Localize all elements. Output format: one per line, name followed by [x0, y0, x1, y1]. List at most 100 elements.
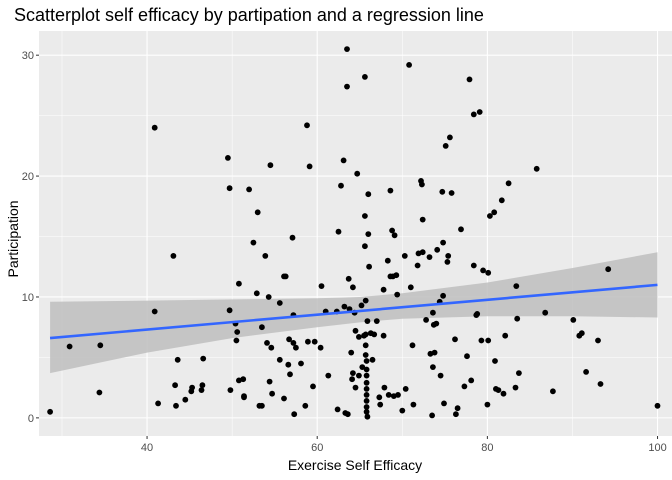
data-point [269, 390, 275, 397]
data-point [419, 249, 426, 256]
data-point [430, 364, 436, 370]
data-point [513, 283, 520, 289]
data-point [354, 170, 361, 177]
data-points [47, 46, 661, 420]
data-point [173, 402, 179, 409]
data-point [419, 216, 426, 223]
data-point [268, 344, 275, 351]
x-axis-title: Exercise Self Efficacy [288, 457, 422, 473]
data-point [410, 401, 417, 408]
data-point [597, 381, 604, 387]
data-point [476, 109, 483, 115]
data-point [654, 402, 661, 409]
data-point [356, 372, 362, 379]
data-point [387, 187, 394, 194]
data-point [468, 377, 475, 384]
data-point [480, 267, 486, 274]
data-point [491, 209, 498, 216]
data-point [335, 228, 342, 235]
data-point [325, 372, 332, 379]
data-point [362, 243, 368, 250]
data-point [363, 372, 370, 379]
data-point [352, 327, 359, 334]
data-point [381, 384, 388, 391]
data-point [362, 352, 369, 358]
data-point [583, 369, 589, 375]
data-point [369, 356, 376, 363]
data-point [414, 262, 421, 269]
data-point [441, 400, 447, 407]
data-point [578, 330, 585, 337]
data-point [495, 387, 502, 393]
data-point [362, 213, 368, 219]
data-point [458, 226, 464, 233]
data-point [290, 340, 297, 346]
data-point [426, 254, 433, 260]
data-point [419, 181, 425, 188]
data-point [365, 231, 372, 238]
data-point [298, 360, 304, 367]
data-point [363, 408, 370, 415]
data-point [505, 180, 512, 187]
data-point [363, 398, 370, 404]
data-point [311, 338, 318, 345]
data-point [341, 303, 348, 310]
data-point [498, 197, 505, 204]
x-tick-label: 80 [481, 442, 493, 454]
data-point [389, 227, 395, 234]
data-point [362, 331, 369, 338]
data-point [310, 383, 316, 390]
data-point [358, 302, 365, 309]
data-point [364, 318, 371, 324]
data-point [439, 188, 446, 195]
panel-background [39, 31, 672, 436]
data-point [376, 394, 383, 401]
data-point [485, 269, 492, 276]
data-point [393, 272, 400, 279]
data-point [198, 387, 205, 393]
data-point [155, 400, 162, 407]
data-point [448, 190, 455, 196]
data-point [385, 392, 392, 398]
data-point [363, 379, 370, 386]
data-point [434, 246, 441, 253]
data-point [285, 361, 292, 368]
data-point [227, 387, 234, 393]
data-point [344, 46, 350, 52]
data-point [470, 111, 477, 118]
data-point [484, 401, 491, 408]
data-point [253, 290, 260, 297]
data-point [236, 280, 242, 287]
data-point [282, 273, 289, 280]
chart-title: Scatterplot self efficacy by partipation… [14, 5, 484, 25]
data-point [442, 143, 449, 149]
data-point [431, 349, 438, 356]
data-point [514, 315, 521, 322]
data-point [276, 356, 283, 363]
regression-line [49, 283, 658, 340]
data-point [363, 392, 370, 398]
data-point [363, 358, 370, 364]
data-point [402, 386, 409, 392]
data-point [440, 239, 446, 246]
data-point [286, 336, 292, 343]
data-point [399, 407, 406, 414]
data-point [445, 253, 452, 259]
plot-panel [39, 31, 672, 436]
data-point [199, 382, 206, 389]
data-point [542, 309, 549, 316]
data-point [262, 253, 269, 259]
data-point [340, 157, 347, 164]
data-point [478, 337, 485, 344]
x-tick-label: 100 [648, 442, 666, 454]
data-point [66, 343, 73, 350]
data-point [452, 336, 458, 343]
data-point [266, 378, 273, 385]
data-point [533, 165, 540, 172]
data-point [485, 337, 492, 344]
data-point [371, 331, 378, 338]
data-point [377, 401, 384, 408]
axis-ticks: 40 60 80 100 0 10 20 30 [22, 50, 667, 454]
data-point [151, 308, 158, 315]
